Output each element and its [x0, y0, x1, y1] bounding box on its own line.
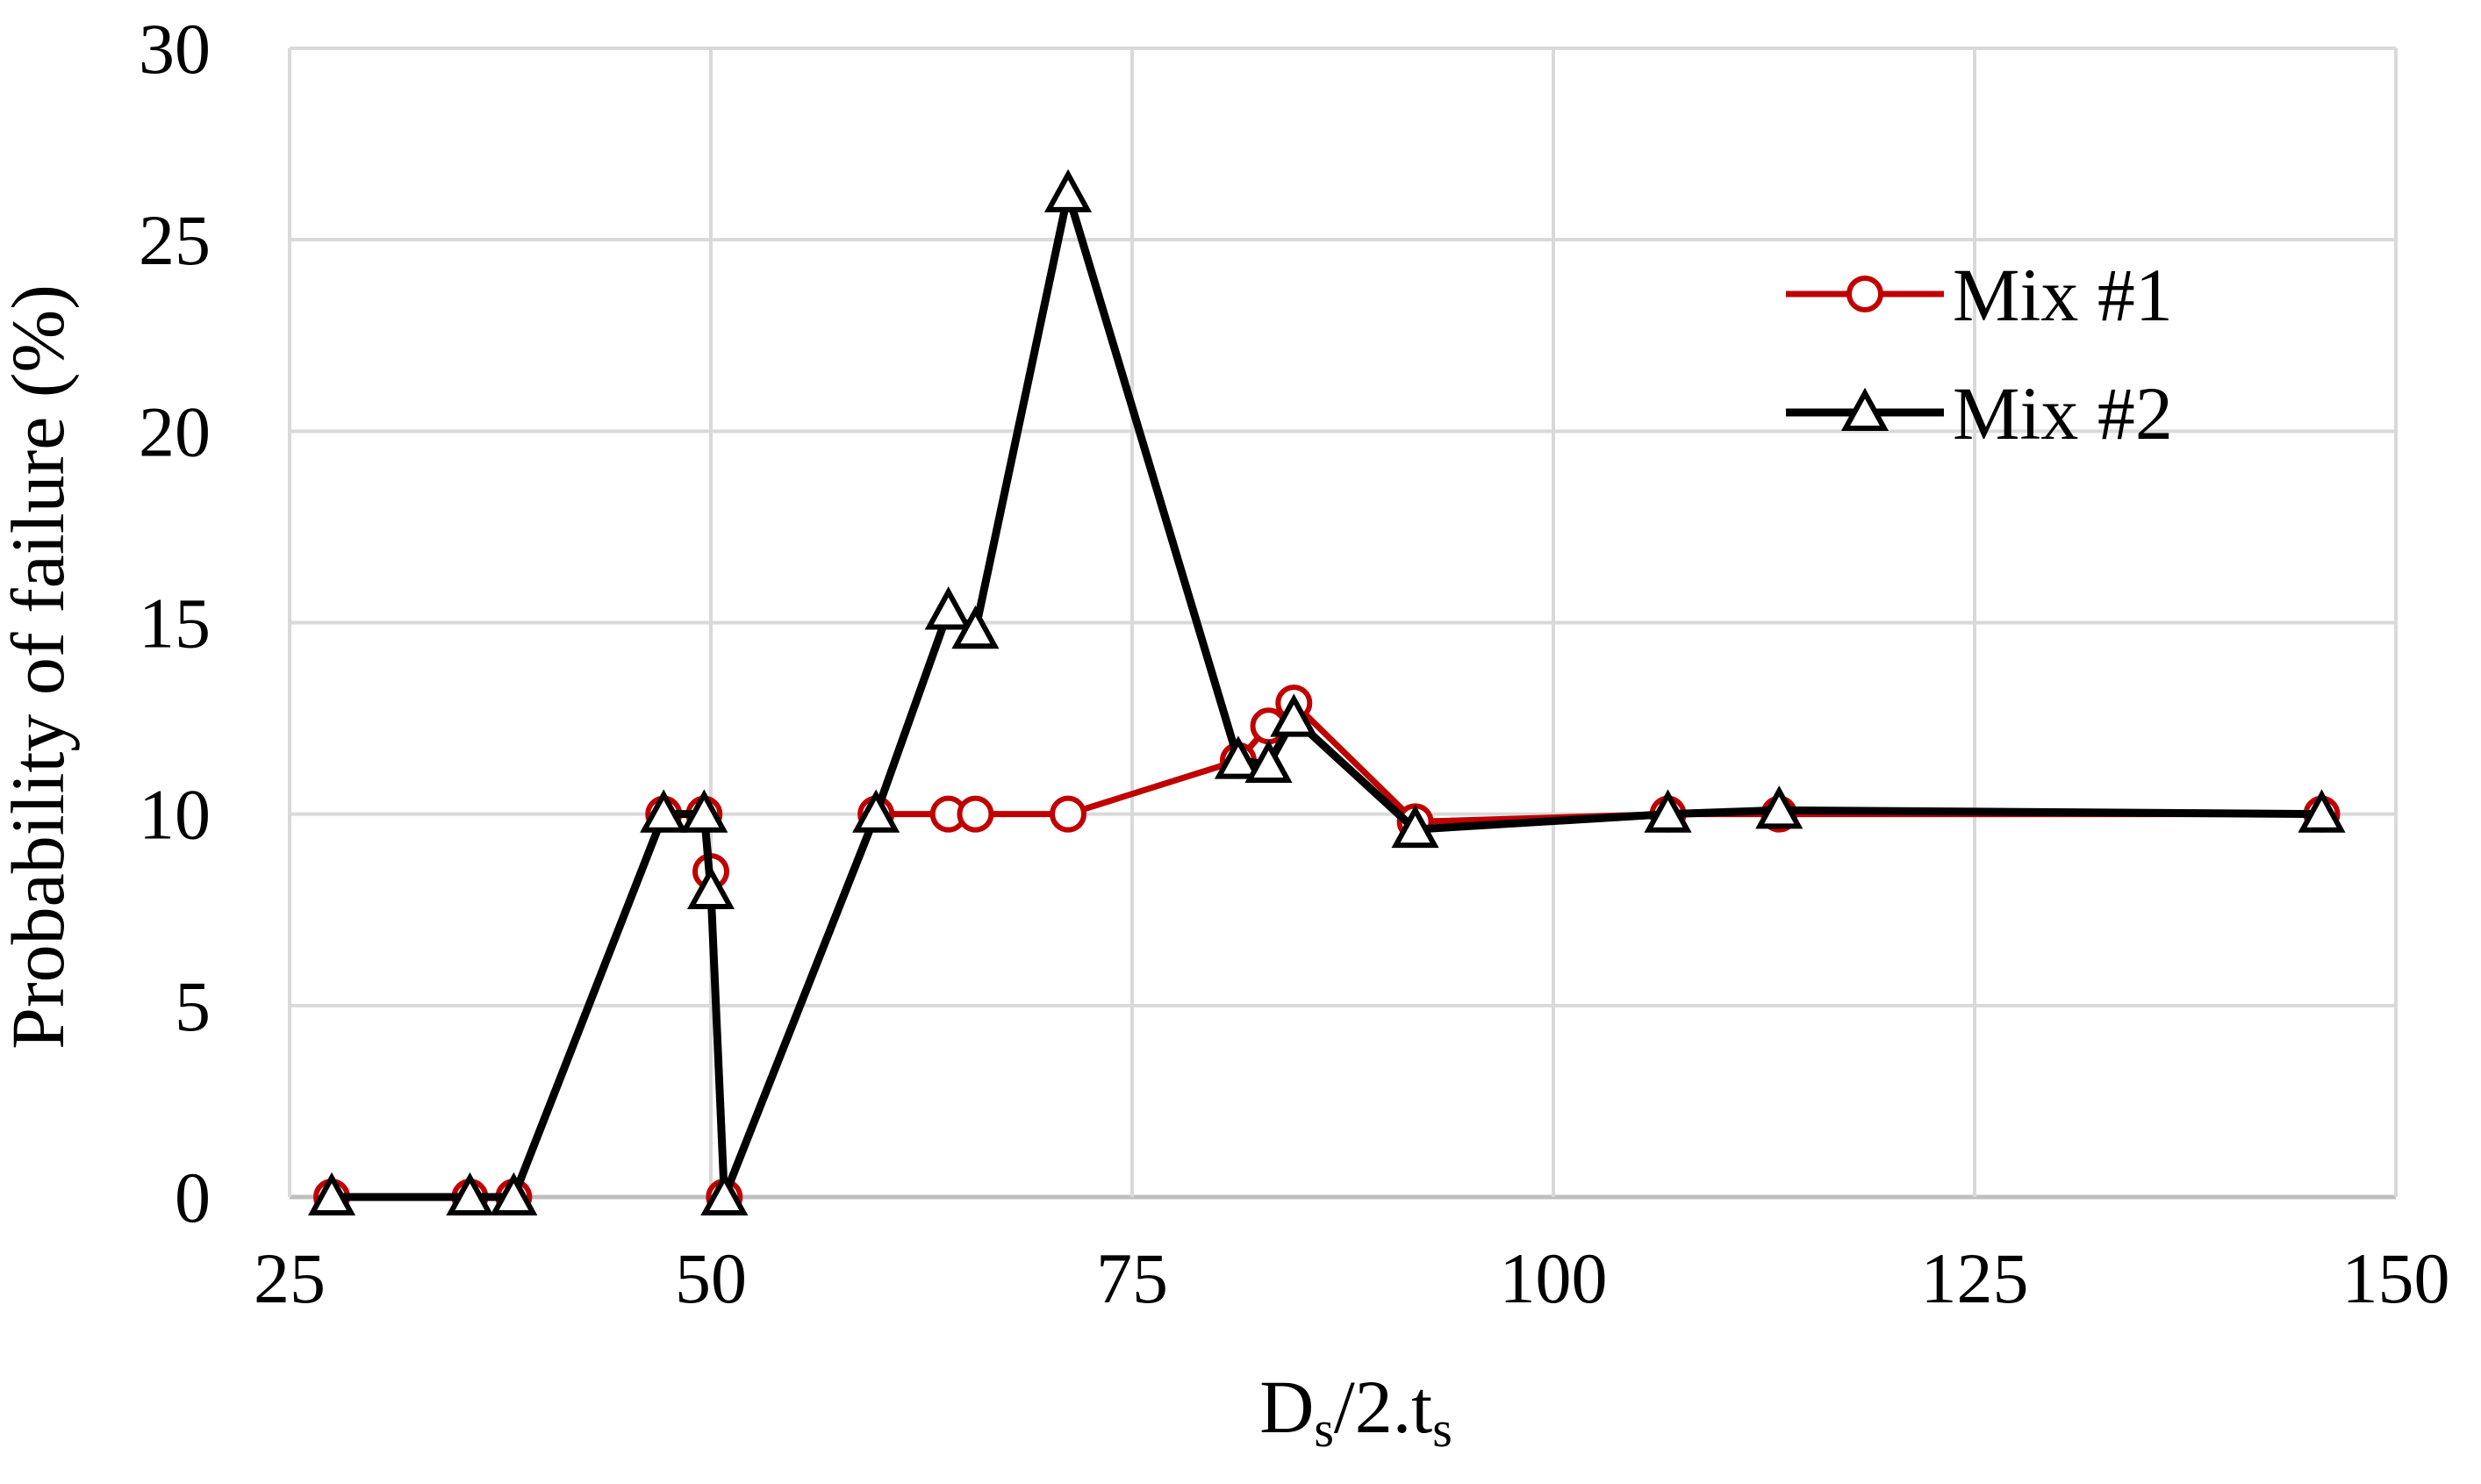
- y-tick-label-0: 0: [175, 1158, 211, 1237]
- series-2-line: [332, 190, 2322, 1201]
- x-tick-label-50: 50: [675, 1238, 747, 1318]
- series-1: [313, 685, 2341, 1215]
- series-2-point-12: [1214, 735, 1263, 779]
- series-2-point-15: [1391, 804, 1439, 849]
- y-tick-label-10: 10: [139, 775, 211, 855]
- x-axis-title: Ds/2.ts: [1259, 1365, 1452, 1458]
- x-axis-title-subscript-1: s: [1314, 1401, 1334, 1458]
- series-2-point-11: [1043, 168, 1093, 212]
- x-tick-label-75: 75: [1096, 1238, 1168, 1318]
- x-axis-title-subscript-2: s: [1432, 1401, 1452, 1458]
- data-series: [307, 168, 2346, 1216]
- legend: Mix #1 Mix #2: [1786, 253, 2173, 455]
- x-tick-label-100: 100: [1500, 1238, 1608, 1318]
- y-axis-title: Probability of failure (%): [0, 284, 80, 1050]
- series-2-point-3: [490, 1172, 538, 1216]
- y-tick-label-15: 15: [139, 584, 211, 663]
- series-2-point-14: [1270, 693, 1318, 737]
- series-2-point-17: [1755, 785, 1803, 829]
- series-2-point-5: [680, 789, 728, 833]
- x-tick-label-150: 150: [2342, 1238, 2450, 1318]
- y-tick-label-30: 30: [139, 9, 211, 89]
- legend-label-1: Mix #1: [1953, 253, 2173, 337]
- legend-label-2: Mix #2: [1953, 371, 2173, 455]
- y-tick-label-5: 5: [175, 966, 211, 1046]
- series-1-point-10: [957, 795, 994, 833]
- legend-item-2: Mix #2: [1786, 371, 2173, 455]
- series-2-point-2: [446, 1172, 494, 1216]
- series-2-point-6: [686, 865, 735, 909]
- grid-lines: [288, 47, 2398, 1200]
- series-2-point-16: [1644, 789, 1692, 833]
- x-axis-title-main: D: [1259, 1365, 1314, 1449]
- series-2-point-8: [852, 789, 900, 833]
- y-tick-label-25: 25: [139, 200, 211, 280]
- x-tick-label-125: 125: [1921, 1238, 2029, 1318]
- series-2-point-10: [951, 605, 1000, 649]
- y-tick-labels: 0 5 10 15 20 25 30: [139, 9, 211, 1237]
- x-axis-title-middle: /2.t: [1334, 1365, 1432, 1449]
- y-tick-label-20: 20: [139, 391, 211, 471]
- series-2-point-9: [924, 586, 972, 630]
- series-2-point-18: [2298, 789, 2346, 833]
- series-2-point-1: [307, 1172, 356, 1216]
- series-2-point-7: [700, 1172, 749, 1216]
- legend-marker-1: [1846, 276, 1883, 312]
- series-1-point-11: [1050, 795, 1087, 833]
- series-1-line: [332, 699, 2322, 1201]
- series-2: [307, 168, 2346, 1216]
- series-2-point-4: [640, 789, 688, 833]
- legend-marker-2: [1840, 387, 1889, 432]
- x-tick-label-25: 25: [254, 1238, 326, 1318]
- series-2-point-13: [1244, 739, 1293, 783]
- x-tick-labels: 25 50 75 100 125 150: [254, 1238, 2450, 1318]
- legend-item-1: Mix #1: [1786, 253, 2173, 337]
